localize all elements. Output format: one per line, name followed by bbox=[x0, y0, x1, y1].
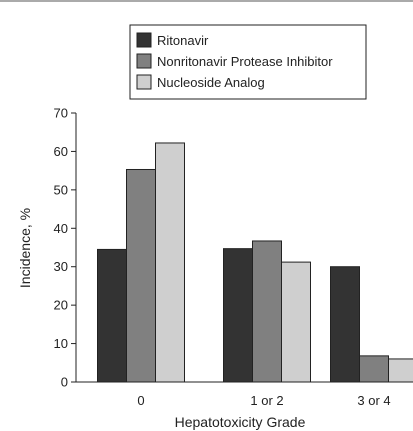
legend-label: Nucleoside Analog bbox=[157, 75, 265, 90]
bar-nonritonavir-protease-inhibitor-1 bbox=[252, 240, 282, 383]
bar-ritonavir-1 bbox=[223, 248, 253, 383]
bar-nucleoside-analog-0 bbox=[155, 142, 185, 383]
y-axis-title: Incidence, % bbox=[17, 208, 33, 288]
y-tick-label: 30 bbox=[54, 259, 68, 274]
y-tick-label: 10 bbox=[54, 336, 68, 351]
bar-nucleoside-analog-1 bbox=[281, 261, 311, 383]
y-tick-label: 0 bbox=[61, 375, 68, 390]
legend-box bbox=[129, 24, 367, 100]
legend-label: Nonritonavir Protease Inhibitor bbox=[157, 54, 333, 69]
bars bbox=[97, 142, 413, 383]
x-tick-label: 1 or 2 bbox=[250, 393, 283, 408]
axes: 0 10 20 30 40 50 60 70 0 1 or 2 3 or 4 bbox=[54, 106, 413, 408]
x-tick-label: 0 bbox=[137, 393, 144, 408]
x-axis-title: Hepatotoxicity Grade bbox=[175, 414, 306, 430]
bar-nonritonavir-protease-inhibitor-0 bbox=[126, 168, 156, 383]
legend-swatch bbox=[136, 53, 152, 69]
legend: Ritonavir Nonritonavir Protease Inhibitor… bbox=[129, 24, 367, 100]
bar-ritonavir-0 bbox=[97, 248, 127, 383]
y-tick-label: 50 bbox=[54, 182, 68, 197]
y-tick-label: 20 bbox=[54, 298, 68, 313]
y-tick-label: 40 bbox=[54, 221, 68, 236]
bar-ritonavir-2 bbox=[330, 266, 360, 383]
x-tick-label: 3 or 4 bbox=[357, 393, 390, 408]
y-tick-label: 70 bbox=[54, 106, 68, 121]
legend-swatch bbox=[136, 74, 152, 90]
legend-swatch bbox=[136, 32, 152, 48]
legend-label: Ritonavir bbox=[157, 33, 209, 48]
bar-nonritonavir-protease-inhibitor-2 bbox=[359, 355, 389, 383]
y-tick-label: 60 bbox=[54, 144, 68, 159]
bar-nucleoside-analog-2 bbox=[388, 358, 413, 383]
